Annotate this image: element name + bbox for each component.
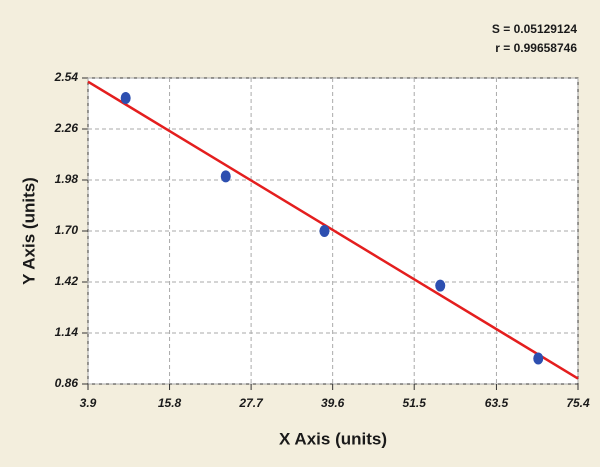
x-tick-label: 15.8: [158, 396, 182, 410]
y-tick-label: 2.54: [54, 70, 79, 84]
point: [220, 170, 231, 183]
x-tick-label: 39.6: [321, 396, 345, 410]
point: [435, 279, 446, 292]
y-tick-label: 1.70: [55, 223, 79, 237]
x-tick-label: 51.5: [403, 396, 427, 410]
y-tick-label: 1.98: [55, 172, 79, 186]
y-tick-label: 1.42: [55, 274, 79, 288]
point: [533, 352, 544, 365]
y-tick-label: 0.86: [55, 376, 79, 390]
x-axis-title: X Axis (units): [279, 429, 387, 448]
point: [319, 225, 330, 237]
x-tick-label: 75.4: [566, 396, 590, 410]
x-tick-label: 27.7: [238, 396, 264, 410]
x-tick-label: 3.9: [80, 396, 97, 410]
y-tick-label: 1.14: [55, 325, 79, 339]
point: [120, 92, 131, 105]
y-tick-label: 2.26: [54, 121, 79, 135]
annotation: r = 0.99658746: [495, 41, 577, 55]
annotation: S = 0.05129124: [492, 22, 577, 36]
x-tick-label: 63.5: [485, 396, 509, 410]
fit-line: [87, 80, 579, 380]
y-axis-title: Y Axis (units): [19, 177, 38, 285]
